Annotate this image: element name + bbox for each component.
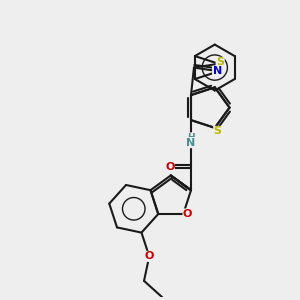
Text: N: N xyxy=(186,138,196,148)
Text: N: N xyxy=(213,66,222,76)
Text: O: O xyxy=(183,209,192,219)
Text: O: O xyxy=(165,162,174,172)
Text: O: O xyxy=(145,251,154,261)
Text: S: S xyxy=(216,57,224,67)
Text: H: H xyxy=(187,133,195,142)
Text: S: S xyxy=(214,126,222,136)
